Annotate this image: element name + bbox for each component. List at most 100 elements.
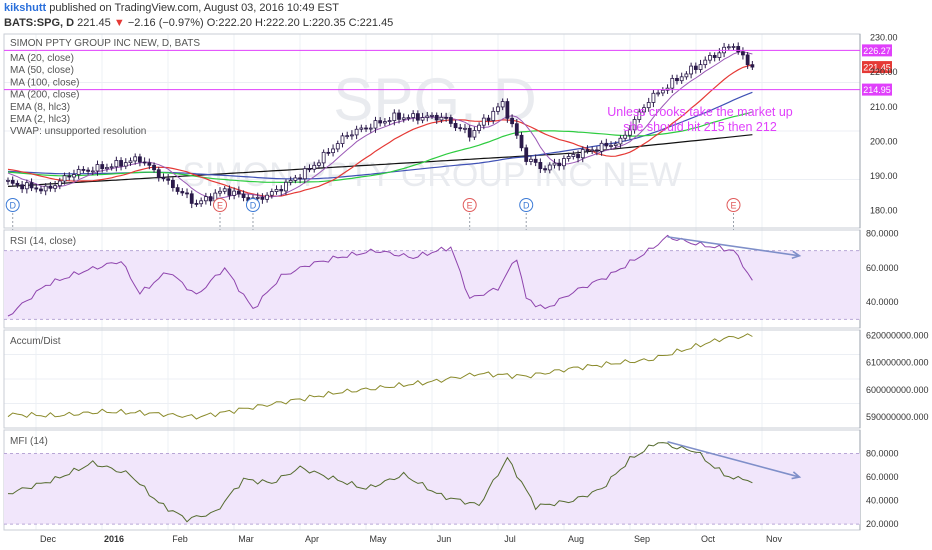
- candle-body: [359, 127, 364, 130]
- candle-body: [152, 164, 156, 171]
- candle-body: [274, 189, 279, 192]
- candle-body: [514, 123, 519, 136]
- candle-body: [594, 149, 599, 152]
- candle-body: [679, 76, 684, 82]
- candle-body: [67, 175, 72, 178]
- candle-body: [684, 73, 689, 78]
- ohlc-open: O:222.20: [206, 17, 252, 29]
- candle-body: [670, 78, 675, 89]
- candle-body: [203, 196, 208, 202]
- candle-body: [6, 179, 10, 182]
- x-axis-label: Sep: [634, 534, 650, 544]
- candle-body: [750, 64, 755, 68]
- rsi-tick-label: 40.0000: [866, 297, 899, 307]
- candle-body: [599, 142, 604, 152]
- candle-body: [425, 115, 430, 118]
- x-axis-label: 2016: [104, 534, 124, 544]
- candle-body: [585, 149, 590, 152]
- candle-body: [218, 190, 222, 194]
- candle-body: [185, 192, 189, 195]
- candle-body: [284, 181, 288, 192]
- candle-body: [335, 143, 340, 150]
- candle-body: [717, 52, 722, 58]
- candle-body: [463, 127, 467, 130]
- price-tick-label: 210.00: [870, 102, 898, 112]
- candle-body: [510, 117, 514, 125]
- candle-body: [609, 145, 613, 147]
- candle-body: [745, 54, 750, 66]
- candle-body: [114, 160, 119, 168]
- candle-body: [86, 169, 90, 172]
- x-axis-label: Nov: [766, 534, 783, 544]
- candle-body: [53, 185, 58, 189]
- candle-body: [406, 117, 411, 119]
- candle-body: [340, 135, 345, 144]
- last-price-bg: [862, 61, 892, 74]
- candle-body: [656, 92, 661, 95]
- candle-body: [726, 46, 731, 49]
- candle-body: [453, 123, 458, 129]
- ema8-line: [7, 51, 753, 199]
- accum-line: [7, 333, 753, 420]
- candle-body: [627, 129, 632, 136]
- author-name[interactable]: kikshutt: [4, 2, 47, 14]
- rsi-band: [4, 250, 860, 320]
- mfi-line: [7, 442, 753, 523]
- candle-body: [24, 182, 29, 190]
- candle-body: [307, 168, 312, 171]
- candle-body: [415, 113, 420, 121]
- legend-entry: VWAP: unsupported resolution: [10, 126, 146, 137]
- candle-body: [736, 46, 741, 53]
- candle-body: [326, 151, 331, 154]
- candle-body: [260, 196, 265, 200]
- ohlc-close: C:221.45: [348, 17, 394, 29]
- candle-body: [448, 117, 453, 124]
- candle-body: [698, 64, 703, 70]
- rsi-label: RSI (14, close): [10, 236, 76, 247]
- candle-body: [538, 162, 543, 170]
- rsi-line: [7, 234, 753, 317]
- ma200-line: [7, 134, 753, 187]
- candle-body: [279, 189, 284, 192]
- candle-body: [232, 190, 237, 196]
- candle-body: [199, 200, 204, 205]
- candle-body: [505, 101, 510, 119]
- mfi-tick-label: 20.0000: [866, 519, 899, 529]
- level-label: 214.95: [863, 85, 891, 95]
- ohlc-low: L:220.35: [302, 17, 346, 29]
- candle-body: [43, 185, 48, 192]
- legend-entry: MA (20, close): [10, 53, 74, 64]
- legend-entry: EMA (2, hlc3): [10, 114, 70, 125]
- candle-body: [604, 142, 609, 147]
- candle-body: [288, 179, 293, 183]
- x-axis-label: Feb: [172, 534, 188, 544]
- x-axis-label: Oct: [701, 534, 716, 544]
- annotation-text: she should hit 215 then 212: [623, 120, 777, 134]
- candle-body: [708, 55, 712, 61]
- candle-body: [128, 160, 133, 164]
- candle-body: [481, 117, 486, 126]
- candle-body: [434, 114, 439, 121]
- price-tick-label: 220.00: [870, 67, 898, 77]
- candle-body: [580, 149, 585, 159]
- candle-body: [156, 169, 161, 179]
- published-text: published on TradingView.com, August 03,…: [49, 2, 339, 14]
- candle-body: [123, 162, 128, 167]
- candle-body: [81, 169, 86, 171]
- candle-body: [166, 178, 171, 181]
- event-marker: [519, 198, 534, 212]
- event-marker-text: E: [731, 201, 737, 211]
- candle-body: [298, 177, 302, 180]
- chart-header: kikshutt published on TradingView.com, A…: [4, 2, 339, 14]
- mfi-tick-label: 60.0000: [866, 472, 899, 482]
- accum-tick-label: 620000000.000: [866, 330, 929, 340]
- candle-body: [321, 151, 326, 164]
- trend-arrow-head: [791, 250, 802, 259]
- accum-grid: [4, 354, 860, 404]
- candle-body: [368, 127, 373, 130]
- candle-body: [472, 130, 477, 138]
- candle-body: [180, 191, 185, 194]
- candle-body: [331, 148, 335, 154]
- event-marker-text: D: [9, 201, 16, 211]
